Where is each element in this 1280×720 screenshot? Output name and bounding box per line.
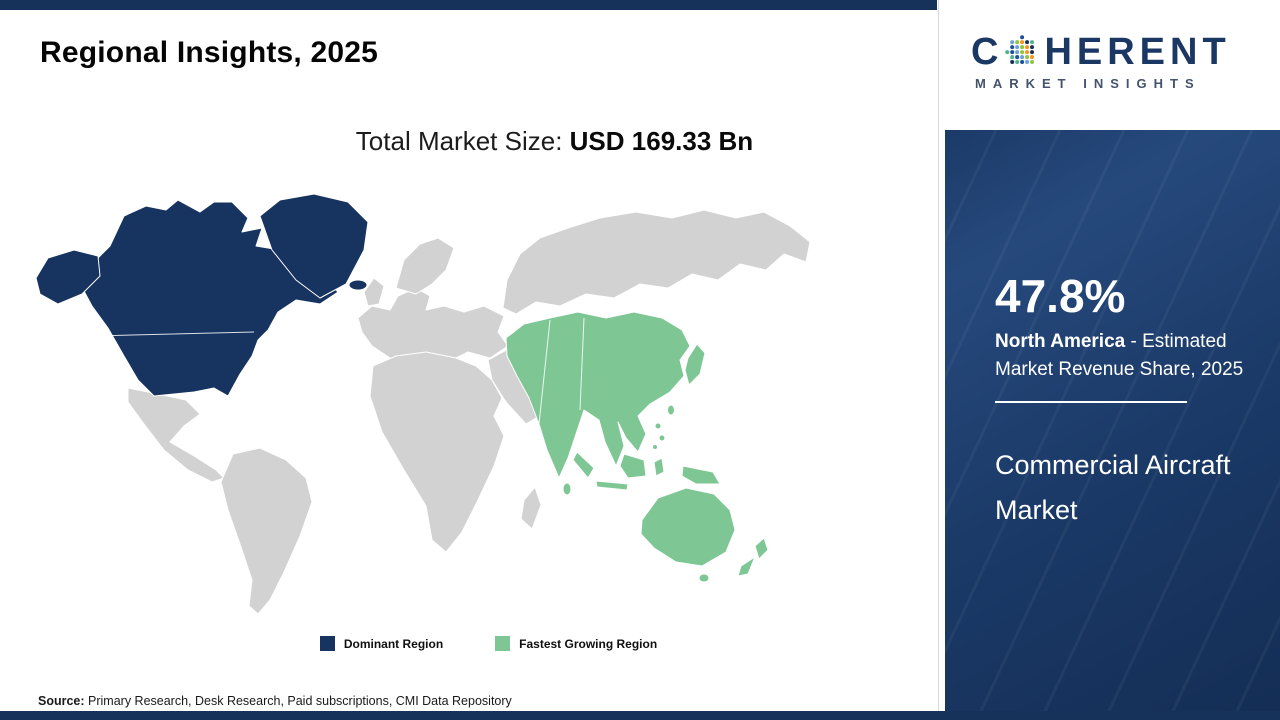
logo-letters-herent: HERENT	[1044, 31, 1231, 73]
land-new-guinea	[681, 465, 721, 485]
vertical-separator	[938, 0, 939, 711]
land-africa	[369, 351, 505, 553]
world-map-svg	[35, 193, 811, 615]
land-tasmania	[698, 573, 710, 583]
region-asia-pacific	[505, 311, 769, 583]
sidebar-divider	[995, 401, 1187, 403]
land-new-zealand-north	[754, 537, 769, 560]
land-borneo	[619, 453, 647, 479]
legend-label-fastest: Fastest Growing Region	[519, 636, 658, 651]
land-greenland	[259, 193, 369, 299]
brand-logo: C HERENT	[971, 32, 1280, 72]
land-iceland	[348, 279, 368, 291]
land-mexico-central-america	[127, 387, 225, 483]
legend-swatch-dominant	[319, 636, 335, 651]
page-title: Regional Insights, 2025	[40, 36, 379, 69]
land-philippines-1	[654, 422, 662, 430]
share-region-rest: - Estimated Market Revenue Share, 2025	[995, 331, 1244, 380]
land-russia-north-asia	[502, 209, 811, 315]
market-share-description: North America - Estimated Market Revenue…	[995, 328, 1257, 384]
total-market-size: Total Market Size: USD 169.33 Bn	[0, 126, 937, 157]
land-philippines-3	[652, 444, 658, 450]
land-java	[595, 480, 629, 491]
land-sri-lanka	[562, 482, 572, 496]
land-madagascar	[520, 486, 542, 530]
land-british-isles	[363, 277, 385, 307]
total-market-size-value: USD 169.33 Bn	[569, 126, 754, 156]
land-sumatra	[572, 451, 595, 479]
land-australia	[640, 487, 736, 567]
logo-letter-c: C	[971, 31, 1004, 73]
logo-area: C HERENT MARKET INSIGHTS	[945, 0, 1280, 130]
source-label: Source:	[38, 694, 85, 708]
market-name: Commercial Aircraft Market	[995, 450, 1231, 525]
land-taiwan	[667, 404, 675, 416]
share-region-name: North America	[995, 331, 1126, 352]
land-sulawesi	[653, 457, 665, 477]
land-south-america	[220, 447, 313, 615]
region-north-america	[35, 193, 369, 397]
bottom-accent-bar	[0, 711, 1280, 720]
legend-swatch-fastest	[495, 636, 511, 651]
logo-subtext: MARKET INSIGHTS	[975, 76, 1201, 91]
map-legend: Dominant Region Fastest Growing Region	[0, 636, 937, 651]
us-canada-border	[93, 331, 255, 337]
world-map	[28, 188, 828, 628]
land-philippines-2	[658, 434, 666, 442]
main-content-panel: Regional Insights, 2025 Total Market Siz…	[0, 10, 937, 711]
land-new-zealand-south	[737, 556, 756, 577]
land-scandinavia	[395, 237, 455, 295]
legend-label-dominant: Dominant Region	[343, 636, 444, 651]
land-alaska	[35, 249, 101, 305]
legend-item-dominant: Dominant Region	[319, 636, 444, 651]
source-text: Primary Research, Desk Research, Paid su…	[84, 694, 512, 708]
land-japan	[684, 343, 706, 386]
dotted-globe-icon	[1005, 35, 1035, 65]
highlight-sidebar: 47.8% North America - Estimated Market R…	[945, 130, 1280, 711]
top-accent-bar	[0, 0, 937, 10]
market-share-value: 47.8%	[995, 270, 1126, 322]
legend-item-fastest: Fastest Growing Region	[495, 636, 657, 651]
land-asia-mainland	[505, 311, 691, 479]
total-market-size-label: Total Market Size:	[355, 126, 570, 156]
asia-country-borders	[538, 317, 585, 425]
source-line: Source: Primary Research, Desk Research,…	[38, 694, 512, 708]
